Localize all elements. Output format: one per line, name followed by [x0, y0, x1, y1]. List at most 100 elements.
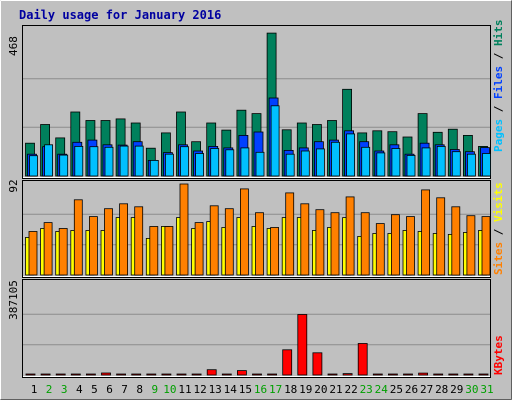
day-tick-label: 6: [106, 383, 113, 396]
visits-max-label: 92: [7, 179, 20, 192]
day-tick-label: 30: [465, 383, 478, 396]
sites-bar: [239, 188, 249, 276]
kbytes-bar: [40, 373, 51, 376]
sites-bar: [466, 215, 476, 276]
chart-marks: 1 2 3 4 5 6 7 8 9 10 11 12 13 14 15 16 17 18 19 20 21 22 23 24 2…: [23, 32, 494, 396]
sites-bar: [119, 203, 128, 276]
day-tick-label: 14: [224, 383, 238, 396]
kbytes-bar: [101, 372, 111, 376]
pages-bar: [482, 153, 491, 177]
pages-bar: [74, 145, 84, 177]
sites-bar: [451, 206, 461, 276]
day-tick-label: 23: [360, 383, 373, 396]
kbytes-bar: [146, 373, 157, 376]
day-tick-label: 16: [254, 383, 267, 396]
pages-bar: [255, 151, 265, 177]
pages-bar: [44, 144, 53, 177]
legend-sites: Sites: [492, 242, 505, 275]
pages-bar: [436, 145, 446, 177]
sites-bar: [255, 212, 264, 276]
legend-sep-1: /: [492, 99, 505, 119]
kbytes-bar: [448, 373, 459, 376]
sites-bar: [315, 209, 325, 276]
day-tick-label: 4: [76, 383, 83, 396]
day-tick-label: 29: [450, 383, 463, 396]
panel-kbytes-frame: [22, 279, 491, 378]
kbytes-bar: [236, 370, 247, 376]
panel-hits-frame: [22, 25, 491, 179]
sites-bar: [179, 183, 189, 276]
chart-title: Daily usage for January 2016: [19, 8, 221, 22]
kbytes-bar: [327, 373, 338, 376]
sites-bar: [134, 206, 144, 276]
kbytes-bar: [433, 373, 444, 376]
day-tick-label: 19: [299, 383, 312, 396]
kbytes-bar: [357, 343, 368, 376]
day-tick-label: 12: [193, 383, 206, 396]
pages-bar: [285, 153, 295, 177]
day-tick-label: 2: [46, 383, 53, 396]
sites-bar: [481, 216, 491, 276]
hits-max-label: 468: [7, 36, 20, 56]
kbytes-bar: [267, 373, 278, 376]
pages-bar: [164, 153, 174, 177]
pages-bar: [104, 146, 114, 177]
sites-bar: [285, 192, 295, 276]
day-tick-label: 7: [121, 383, 128, 396]
day-tick-label: 26: [405, 383, 418, 396]
sites-bar: [436, 197, 446, 276]
pages-bar: [346, 133, 356, 177]
pages-bar: [391, 148, 401, 177]
pages-bar: [89, 146, 99, 177]
kbytes-bar: [55, 373, 66, 376]
sites-bar: [43, 222, 53, 276]
pages-bar: [421, 147, 431, 177]
day-tick-label: 10: [163, 383, 176, 396]
kbytes-bar: [478, 373, 489, 376]
pages-bar: [29, 155, 38, 177]
kbytes-bar: [297, 314, 308, 376]
pages-bar: [466, 153, 476, 177]
sites-bar: [375, 223, 385, 276]
day-tick-label: 5: [91, 383, 98, 396]
day-tick-label: 11: [178, 383, 191, 396]
sites-bar: [194, 222, 204, 276]
sites-bar: [104, 208, 113, 276]
pages-bar: [225, 149, 235, 177]
kbytes-bar: [252, 373, 262, 376]
day-tick-label: 27: [420, 383, 433, 396]
legend-hits-files-pages: Pages / Files / Hits: [492, 20, 505, 153]
sites-bar: [270, 227, 280, 276]
day-tick-label: 31: [480, 383, 493, 396]
sites-bar: [390, 214, 400, 276]
pages-bar: [240, 147, 250, 177]
pages-bar: [376, 152, 386, 177]
kbytes-bar: [116, 373, 126, 376]
legend-hits: Hits: [492, 20, 505, 47]
sites-bar: [209, 205, 219, 276]
day-tick-label: 17: [269, 383, 282, 396]
kbytes-bar: [463, 373, 474, 376]
pages-bar: [195, 153, 205, 177]
kbytes-bar: [387, 373, 398, 376]
day-tick-label: 24: [375, 383, 389, 396]
sites-bar: [164, 226, 174, 276]
pages-bar: [149, 159, 159, 177]
pages-bar: [315, 148, 325, 177]
kbytes-max-label: 387105: [7, 280, 20, 320]
legend-visits: Visits: [492, 182, 505, 222]
sites-bar: [73, 199, 83, 276]
panel-visits-frame: [22, 180, 491, 278]
pages-bar: [331, 141, 340, 177]
kbytes-bar: [25, 373, 36, 376]
kbytes-bar: [282, 349, 293, 376]
pages-bar: [210, 148, 220, 177]
sites-bar: [224, 208, 234, 276]
day-tick-label: 3: [61, 383, 68, 396]
pages-bar: [451, 151, 461, 177]
kbytes-bar: [312, 352, 323, 376]
day-tick-label: 21: [329, 383, 342, 396]
kbytes-bar: [418, 372, 429, 376]
day-tick-label: 13: [209, 383, 222, 396]
